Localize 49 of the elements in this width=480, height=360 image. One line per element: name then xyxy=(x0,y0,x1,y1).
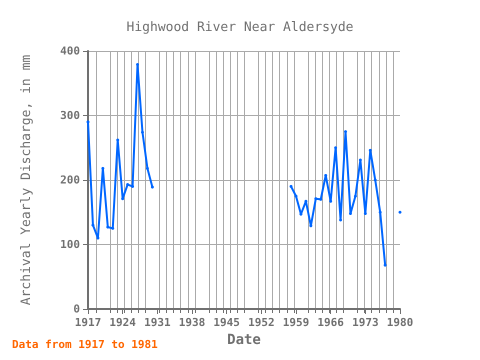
point xyxy=(354,194,357,198)
text: Data from 1917 to 1981 xyxy=(12,338,158,351)
point xyxy=(126,183,130,186)
point xyxy=(146,166,149,170)
point xyxy=(294,194,298,198)
y-axis-title: Archival Yearly Discharge, in mm xyxy=(19,54,34,306)
x-tick-label: 1917 xyxy=(74,316,102,329)
x-tick-label: 1931 xyxy=(144,316,171,329)
point xyxy=(101,166,104,170)
x-tick-label: 1959 xyxy=(282,316,310,329)
point xyxy=(364,212,367,216)
point xyxy=(290,184,293,188)
point xyxy=(314,197,318,200)
x-tick-label: 1945 xyxy=(213,316,240,329)
point xyxy=(96,236,100,240)
point xyxy=(116,138,120,142)
y-tick-label: 300 xyxy=(60,109,80,122)
point xyxy=(131,184,134,188)
x-tick-label: 1966 xyxy=(317,316,344,329)
point xyxy=(121,197,124,200)
chart-title: Highwood River Near Aldersyde xyxy=(126,20,354,35)
point xyxy=(368,148,372,152)
point xyxy=(86,120,90,124)
point xyxy=(111,226,114,230)
point xyxy=(329,200,332,203)
point xyxy=(106,226,110,229)
y-tick-label: 200 xyxy=(60,174,80,186)
y-tick-label: 400 xyxy=(60,44,80,58)
point xyxy=(91,224,94,227)
point xyxy=(150,186,154,189)
x-tick-label: 1980 xyxy=(386,316,414,329)
point xyxy=(398,210,402,214)
point xyxy=(378,210,382,214)
point xyxy=(299,212,302,216)
point xyxy=(384,264,387,267)
x-tick-label: 1938 xyxy=(178,316,206,329)
y-tick-label: 0 xyxy=(73,302,80,316)
x-axis-title: Date xyxy=(227,332,261,348)
point xyxy=(304,200,308,203)
point xyxy=(309,224,312,228)
x-tick-label: 1924 xyxy=(109,316,136,329)
y-tick-label: 100 xyxy=(60,238,80,251)
point xyxy=(324,174,328,177)
x-tick-label: 1952 xyxy=(248,316,275,329)
x-tick-label: 1973 xyxy=(352,316,379,329)
point xyxy=(140,130,144,134)
point xyxy=(344,130,348,134)
point xyxy=(334,146,338,150)
point xyxy=(374,178,377,182)
